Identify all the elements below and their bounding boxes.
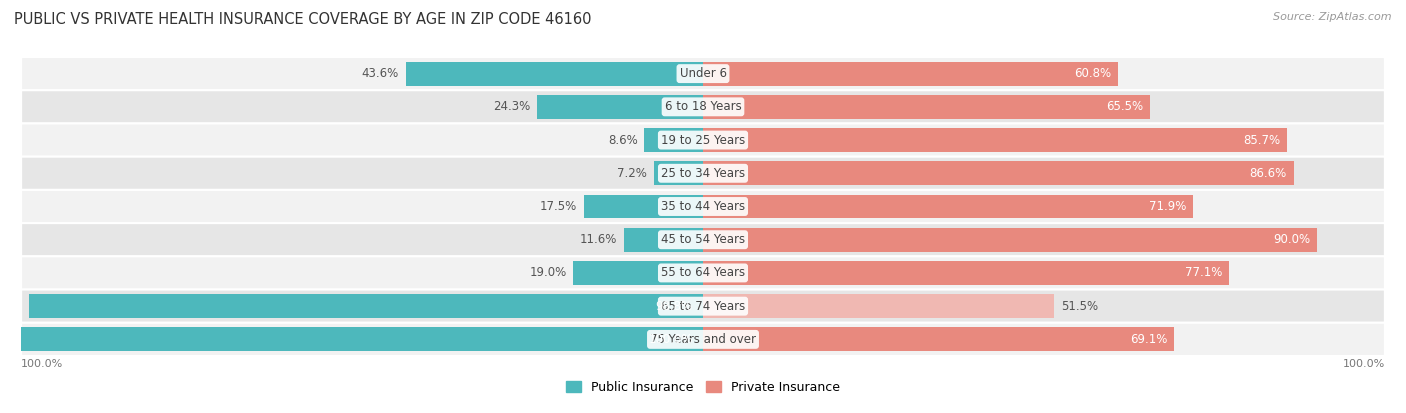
Text: 77.1%: 77.1% [1185, 266, 1222, 280]
FancyBboxPatch shape [21, 57, 1385, 90]
FancyBboxPatch shape [21, 323, 1385, 356]
Bar [574, 261, 703, 285]
Bar [703, 328, 1174, 351]
FancyBboxPatch shape [21, 123, 1385, 157]
Bar [406, 62, 703, 85]
FancyBboxPatch shape [21, 190, 1385, 223]
Text: 69.1%: 69.1% [1130, 333, 1167, 346]
Text: 19.0%: 19.0% [530, 266, 567, 280]
Text: Under 6: Under 6 [679, 67, 727, 80]
Text: 35 to 44 Years: 35 to 44 Years [661, 200, 745, 213]
FancyBboxPatch shape [21, 90, 1385, 123]
Text: 6 to 18 Years: 6 to 18 Years [665, 100, 741, 113]
Bar [703, 128, 1288, 152]
Text: 17.5%: 17.5% [540, 200, 576, 213]
Bar [703, 161, 1294, 185]
Text: 85.7%: 85.7% [1243, 133, 1281, 147]
Text: 71.9%: 71.9% [1149, 200, 1187, 213]
Text: 65 to 74 Years: 65 to 74 Years [661, 300, 745, 313]
Text: 51.5%: 51.5% [1062, 300, 1098, 313]
Text: 100.0%: 100.0% [1343, 359, 1385, 369]
FancyBboxPatch shape [21, 256, 1385, 290]
Bar [537, 95, 703, 119]
Text: 65.5%: 65.5% [1105, 100, 1143, 113]
FancyBboxPatch shape [21, 223, 1385, 256]
Text: 19 to 25 Years: 19 to 25 Years [661, 133, 745, 147]
Text: 60.8%: 60.8% [1074, 67, 1111, 80]
Text: 90.0%: 90.0% [1272, 233, 1310, 246]
Text: 100.0%: 100.0% [648, 333, 693, 346]
Bar [654, 161, 703, 185]
Text: 43.6%: 43.6% [361, 67, 399, 80]
Text: 24.3%: 24.3% [494, 100, 530, 113]
Text: PUBLIC VS PRIVATE HEALTH INSURANCE COVERAGE BY AGE IN ZIP CODE 46160: PUBLIC VS PRIVATE HEALTH INSURANCE COVER… [14, 12, 592, 27]
Bar [21, 328, 703, 351]
Text: 11.6%: 11.6% [579, 233, 617, 246]
FancyBboxPatch shape [21, 157, 1385, 190]
Text: Source: ZipAtlas.com: Source: ZipAtlas.com [1274, 12, 1392, 22]
Bar [703, 95, 1150, 119]
Text: 100.0%: 100.0% [21, 359, 63, 369]
Bar [30, 294, 703, 318]
Bar [644, 128, 703, 152]
Bar [703, 294, 1054, 318]
Bar [703, 195, 1194, 218]
Text: 7.2%: 7.2% [617, 167, 647, 180]
Text: 98.8%: 98.8% [655, 300, 693, 313]
Text: 45 to 54 Years: 45 to 54 Years [661, 233, 745, 246]
Bar [624, 228, 703, 252]
FancyBboxPatch shape [21, 290, 1385, 323]
Bar [583, 195, 703, 218]
Text: 86.6%: 86.6% [1250, 167, 1286, 180]
Text: 25 to 34 Years: 25 to 34 Years [661, 167, 745, 180]
Bar [703, 261, 1229, 285]
Bar [703, 228, 1317, 252]
Legend: Public Insurance, Private Insurance: Public Insurance, Private Insurance [561, 376, 845, 399]
Text: 55 to 64 Years: 55 to 64 Years [661, 266, 745, 280]
Bar [703, 62, 1118, 85]
Text: 8.6%: 8.6% [607, 133, 637, 147]
Text: 75 Years and over: 75 Years and over [650, 333, 756, 346]
